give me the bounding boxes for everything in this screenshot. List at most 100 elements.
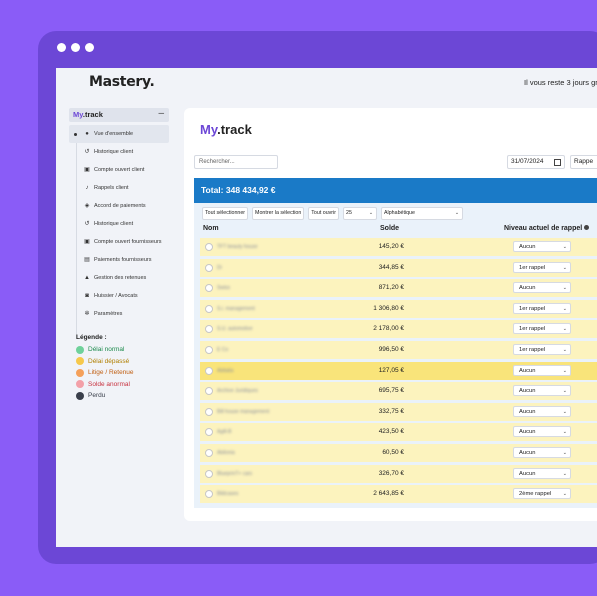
table-row[interactable]: Abitalia 127,05 € Aucun ⌄ bbox=[200, 361, 597, 380]
search-input[interactable]: Rechercher... bbox=[194, 155, 278, 169]
table-row[interactable]: E Co 996,50 € 1er rappel ⌄ bbox=[200, 340, 597, 359]
row-rappel-select[interactable]: 2ème rappel ⌄ bbox=[513, 488, 571, 500]
window-dot[interactable] bbox=[71, 43, 80, 52]
sidebar-nav: ● Vue d'ensemble ↺ Historique client ▣ Compte… bbox=[69, 125, 169, 339]
row-solde: 127,05 € bbox=[378, 366, 404, 374]
row-radio[interactable] bbox=[205, 407, 213, 416]
column-header-name[interactable]: Nom bbox=[203, 225, 219, 232]
row-name: Bill house management bbox=[217, 408, 270, 415]
accounts-table: Tout sélectionner Montrer la sélection T… bbox=[194, 203, 597, 508]
row-radio[interactable] bbox=[205, 490, 213, 499]
row-rappel-select[interactable]: Aucun ⌄ bbox=[513, 364, 571, 376]
date-input[interactable]: 31/07/2024 bbox=[507, 155, 565, 169]
chevron-down-icon: ⌄ bbox=[368, 210, 374, 216]
sidebar-item-label: Accord de paiements bbox=[94, 203, 146, 209]
row-rappel-select[interactable]: Aucun ⌄ bbox=[513, 467, 571, 479]
table-row[interactable]: S.U. automotive 2 178,00 € 1er rappel ⌄ bbox=[200, 320, 597, 339]
table-row[interactable]: S.i. management 1 306,80 € 1er rappel ⌄ bbox=[200, 299, 597, 318]
nav-item-icon: ↺ bbox=[84, 149, 90, 155]
row-solde: 326,70 € bbox=[378, 469, 404, 477]
app-screen: Mastery. Il vous reste 3 jours gra My.tr… bbox=[56, 68, 597, 547]
nav-item-icon: ▣ bbox=[84, 167, 90, 173]
sidebar-item[interactable]: ◈ Accord de paiements bbox=[69, 197, 169, 215]
legend-label: Délai normal bbox=[88, 346, 125, 354]
window-dot[interactable] bbox=[57, 43, 66, 52]
table-row[interactable]: Bill house management 332,75 € Aucun ⌄ bbox=[200, 402, 597, 421]
sidebar-item[interactable]: ● Vue d'ensemble bbox=[69, 125, 169, 143]
row-radio[interactable] bbox=[205, 243, 213, 251]
table-row[interactable]: Bildcases 2 643,85 € 2ème rappel ⌄ bbox=[200, 485, 597, 504]
open-all-button[interactable]: Tout ouvrir bbox=[308, 207, 340, 220]
module-header[interactable]: My.track – bbox=[69, 108, 169, 122]
info-icon[interactable] bbox=[584, 225, 590, 230]
table-row[interactable]: Archive Juridiques 695,75 € Aucun ⌄ bbox=[200, 382, 597, 401]
module-name: My.track bbox=[73, 110, 103, 119]
calendar-icon[interactable] bbox=[554, 159, 561, 166]
sidebar-item[interactable]: ◙ Huissier / Avocats bbox=[69, 287, 169, 305]
sidebar-item[interactable]: ✲ Paramètres bbox=[69, 305, 169, 323]
table-row[interactable]: Abilonia 60,50 € Aucun ⌄ bbox=[200, 443, 597, 462]
row-radio[interactable] bbox=[205, 325, 213, 334]
legend-label: Perdu bbox=[88, 392, 106, 400]
row-rappel-select[interactable]: Aucun ⌄ bbox=[513, 426, 571, 438]
rappel-filter-select[interactable]: Rappe bbox=[570, 155, 597, 169]
row-rappel-select[interactable]: Aucun ⌄ bbox=[513, 241, 571, 252]
column-header-niveau-label: Niveau actuel de rappel bbox=[504, 225, 583, 232]
row-rappel-select[interactable]: Aucun ⌄ bbox=[513, 405, 571, 417]
row-radio[interactable] bbox=[205, 469, 213, 478]
row-rappel-select[interactable]: 1er rappel ⌄ bbox=[513, 343, 571, 355]
row-radio[interactable] bbox=[205, 263, 213, 272]
row-rappel-select[interactable]: 1er rappel ⌄ bbox=[513, 302, 571, 314]
row-rappel-select[interactable]: Aucun ⌄ bbox=[513, 282, 571, 294]
sidebar-item[interactable]: ▣ Compte ouvert fournisseurs bbox=[69, 233, 169, 251]
row-name: Swiss bbox=[217, 285, 231, 292]
select-all-button[interactable]: Tout sélectionner bbox=[202, 207, 249, 220]
sidebar-item[interactable]: ▣ Compte ouvert client bbox=[69, 161, 169, 179]
table-row[interactable]: BlueprinT+ cars 326,70 € Aucun ⌄ bbox=[200, 464, 597, 483]
row-radio[interactable] bbox=[205, 284, 213, 293]
chevron-down-icon: ⌄ bbox=[454, 210, 460, 216]
show-selection-button[interactable]: Montrer la sélection bbox=[252, 207, 305, 220]
row-name: BlueprinT+ cars bbox=[217, 470, 253, 477]
sidebar-item[interactable]: ▲ Gestion des retenues bbox=[69, 269, 169, 287]
sidebar-item[interactable]: ↺ Historique client bbox=[69, 143, 169, 161]
chevron-down-icon: ⌄ bbox=[562, 244, 567, 250]
brand-logo[interactable]: Mastery. bbox=[89, 74, 155, 90]
collapse-icon[interactable]: – bbox=[158, 108, 164, 119]
row-rappel-select[interactable]: 1er rappel ⌄ bbox=[513, 261, 571, 273]
legend-title: Légende : bbox=[76, 334, 107, 341]
row-radio[interactable] bbox=[205, 387, 213, 396]
row-solde: 145,20 € bbox=[378, 243, 404, 250]
column-header-niveau[interactable]: Niveau actuel de rappel bbox=[504, 225, 590, 232]
row-rappel-value: 1er rappel bbox=[519, 346, 546, 353]
page-title-rest: .track bbox=[217, 122, 252, 137]
table-row[interactable]: Di 344,85 € 1er rappel ⌄ bbox=[200, 258, 597, 277]
row-rappel-value: Aucun bbox=[519, 449, 536, 456]
chevron-down-icon: ⌄ bbox=[562, 491, 567, 498]
module-name-my: My bbox=[73, 110, 83, 119]
row-rappel-select[interactable]: Aucun ⌄ bbox=[513, 385, 571, 397]
row-rappel-select[interactable]: 1er rappel ⌄ bbox=[513, 323, 571, 335]
row-radio[interactable] bbox=[205, 366, 213, 375]
row-rappel-select[interactable]: Aucun ⌄ bbox=[513, 446, 571, 458]
per-page-value: 25 bbox=[346, 210, 352, 216]
chevron-down-icon: ⌄ bbox=[562, 449, 567, 456]
table-row[interactable]: TFT beauty house 145,20 € Aucun ⌄ bbox=[200, 238, 597, 256]
sidebar-item[interactable]: ▤ Paiements fournisseurs bbox=[69, 251, 169, 269]
row-radio[interactable] bbox=[205, 304, 213, 313]
per-page-select[interactable]: 25 ⌄ bbox=[343, 207, 378, 220]
table-row[interactable]: Agill-B 423,50 € Aucun ⌄ bbox=[200, 423, 597, 442]
row-radio[interactable] bbox=[205, 448, 213, 457]
table-row[interactable]: Swiss 871,20 € Aucun ⌄ bbox=[200, 279, 597, 298]
row-radio[interactable] bbox=[205, 428, 213, 437]
legend-status-icon bbox=[76, 380, 84, 389]
sidebar-item-label: Compte ouvert client bbox=[94, 167, 145, 173]
window-dot[interactable] bbox=[85, 43, 94, 52]
legend-item: Solde anormal bbox=[76, 379, 134, 391]
sort-select[interactable]: Alphabétique ⌄ bbox=[381, 207, 464, 220]
column-header-solde[interactable]: Solde bbox=[380, 225, 400, 232]
sidebar-item[interactable]: ♪ Rappels client bbox=[69, 179, 169, 197]
row-radio[interactable] bbox=[205, 345, 213, 354]
row-solde: 332,75 € bbox=[378, 407, 404, 415]
sidebar-item[interactable]: ↺ Historique client bbox=[69, 215, 169, 233]
